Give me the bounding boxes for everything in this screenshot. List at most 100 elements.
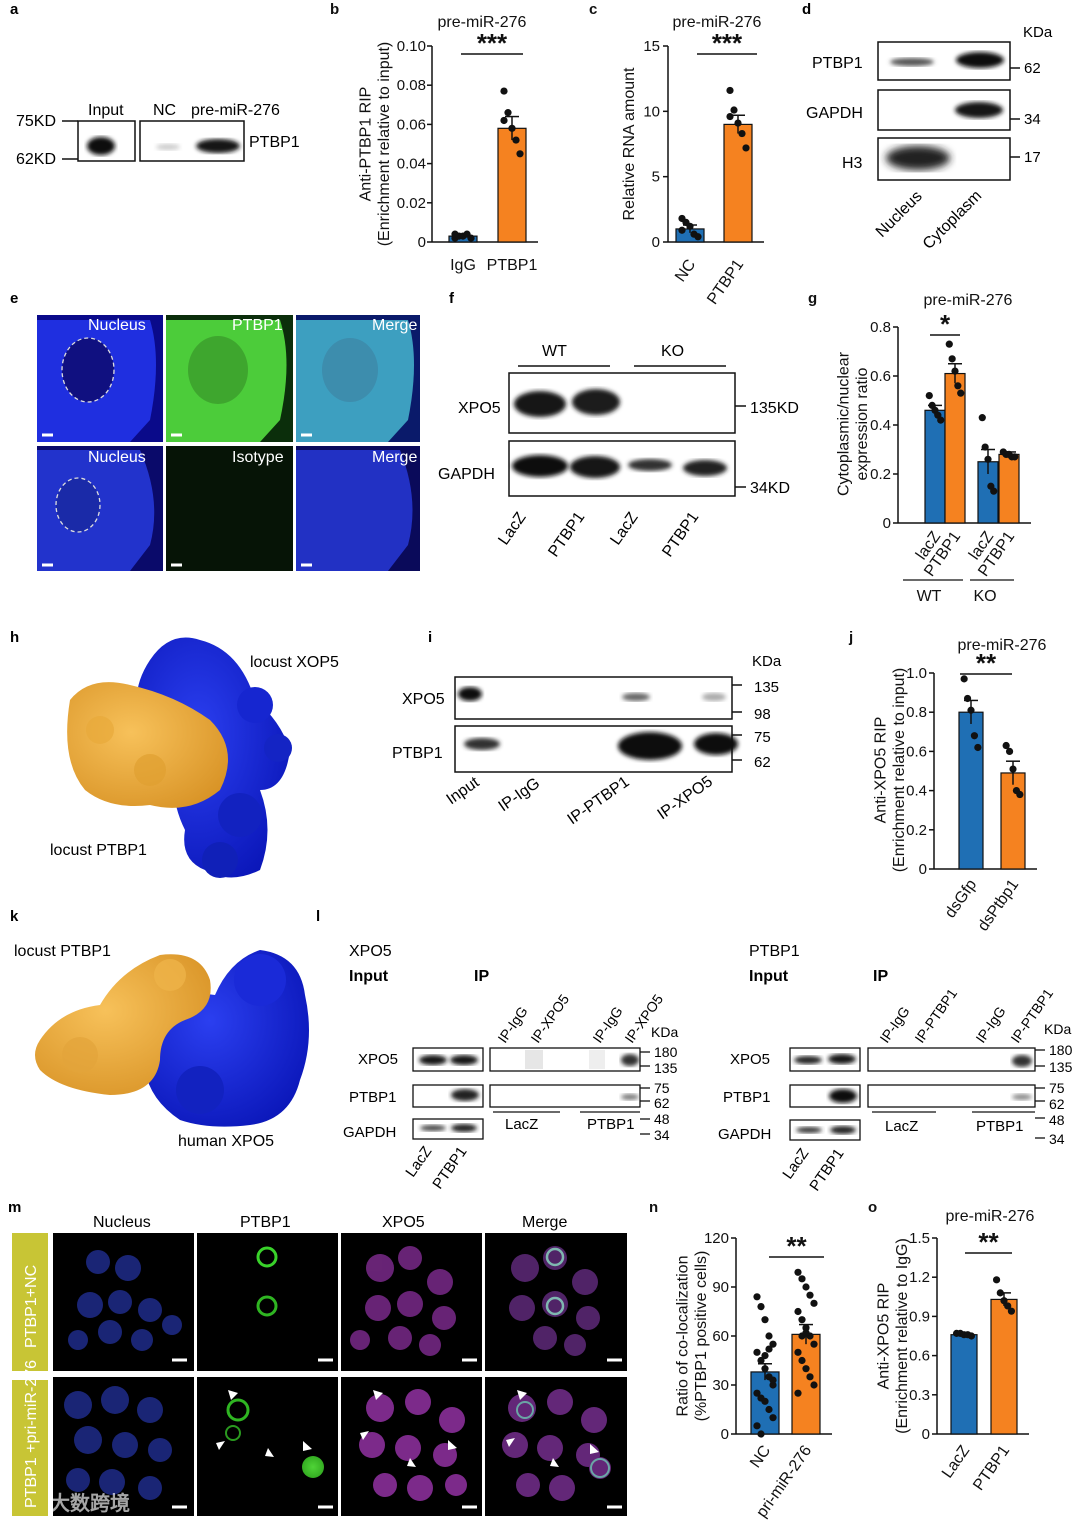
data-point [810,1340,818,1348]
bar [924,409,946,524]
panel-a: a Input NC pre-miR-276 75KD 62KD PTBP1 [10,1,300,168]
f-marker-135: 135KD [750,400,799,417]
y-tick-label: 0.06 [397,116,426,133]
category-label: NC [747,1443,774,1472]
panel-letter-g: g [808,290,817,307]
data-point [769,1340,777,1348]
m-col-ptbp1: PTBP1 [240,1214,291,1231]
d-marker-62: 62 [1024,60,1041,77]
panel-f: f WT KO XPO5 GAPDH 135KD 34KD LacZ PTBP1… [438,290,799,560]
y-tick-label: 0 [919,861,927,878]
panel-letter-j: j [848,629,853,646]
chart-title: pre-miR-276 [438,14,527,31]
data-point [500,87,508,95]
l-left-kda: KDa [651,1024,678,1040]
k-xpo5-structure [143,950,309,1127]
l-left-m180: 180 [654,1044,678,1060]
data-point [1000,1297,1008,1305]
data-point [996,1289,1004,1297]
data-point [686,222,694,230]
group-label: KO [973,588,996,605]
data-point [990,487,998,495]
data-point [734,119,742,127]
panel-letter-n: n [649,1199,658,1216]
y-axis-label-line: (Enrichment relative to input) [891,668,908,873]
significance-marker: ** [976,648,997,678]
l-left-row-xpo5: XPO5 [358,1051,398,1068]
f-lane-lacz-1: LacZ [495,509,529,548]
data-point [761,1397,769,1405]
panel-letter-h: h [10,629,19,646]
data-point [967,706,975,714]
data-point [948,355,956,363]
i-marker-135: 135 [754,679,779,696]
panel-letter-a: a [10,1,19,18]
bar [723,123,753,243]
l-right-col-2: IP-IgG [972,1003,1008,1045]
l-right-col-0: IP-IgG [876,1003,912,1045]
data-point [1011,453,1019,461]
y-tick-label: 0.4 [906,783,927,800]
y-tick-label: 5 [652,169,660,186]
data-point [992,1276,1001,1284]
e-top-merge: Merge [372,317,417,334]
k-label-ptbp1: locust PTBP1 [14,943,111,960]
chart-title: pre-miR-276 [673,14,762,31]
y-tick-label: 0.6 [870,368,891,385]
l-right-m62: 62 [1049,1096,1065,1112]
a-protein-label: PTBP1 [249,134,300,151]
data-point [1005,747,1014,756]
l-left-m48: 48 [654,1111,670,1127]
category-label: dsGfp [942,876,980,921]
panel-h: h locust XOP5 locust PTBP1 [10,629,339,878]
data-point [516,150,524,158]
significance-marker: ** [978,1227,999,1257]
data-point [798,1356,806,1365]
data-point [984,455,992,463]
y-axis-label: Ratio of co-localization(%PTBP1 positive… [675,1251,710,1422]
data-point [753,1422,761,1430]
category-label: PTBP1 [704,256,747,307]
y-tick-label: 0.08 [397,77,426,94]
i-marker-75: 75 [754,729,771,746]
l-left-ip: IP [474,968,489,985]
data-point [978,414,986,422]
data-point [794,1268,802,1276]
data-point [769,1376,777,1384]
panel-k: k locust PTBP1 human XPO5 [10,908,309,1150]
a-lane-input: Input [88,102,124,119]
y-axis-label: Anti-XPO5 RIP(Enrichment relative to inp… [873,668,908,873]
y-tick-label: 0.04 [397,156,426,173]
i-lane-ipptbp1: IP-PTBP1 [565,773,633,828]
data-point [1016,790,1024,799]
l-left-group-ptbp1: PTBP1 [587,1116,635,1133]
data-point [967,1332,976,1340]
i-lane-input: Input [444,774,483,809]
panel-letter-c: c [589,1,597,18]
y-tick-label: 0.6 [909,1348,930,1365]
l-left-row-gapdh: GAPDH [343,1124,396,1141]
l-right-input: Input [749,968,789,985]
l-right-group-ptbp1: PTBP1 [976,1118,1024,1135]
panel-letter-b: b [330,1,339,18]
e-top-ptbp1: PTBP1 [232,317,283,334]
d-lane-nucleus: Nucleus [873,188,926,241]
a-lane-premir: pre-miR-276 [191,102,280,119]
k-ptbp1-structure [35,954,211,1095]
e-bottom-nucleus: Nucleus [88,449,146,466]
y-tick-label: 0 [652,234,660,251]
e-bottom-isotype: Isotype [232,449,284,466]
y-tick-label: 90 [712,1279,729,1296]
l-left-col-2: IP-IgG [589,1003,625,1045]
l-left-m75: 75 [654,1080,670,1096]
data-point [794,1348,802,1356]
d-row-gapdh: GAPDH [806,105,863,122]
chart-g: g 0 0.2 0.4 0.6 0.8 pre-miR-276 Cytoplasmic/nuc… [808,290,1031,605]
l-left-m34: 34 [654,1127,670,1143]
l-right-row-ptbp1: PTBP1 [723,1089,771,1106]
panel-letter-d: d [802,1,811,18]
data-point [951,367,959,375]
category-label: PTBP1 [970,1442,1013,1493]
f-group-wt: WT [542,343,567,360]
l-right-col-1: IP-PTBP1 [911,985,960,1045]
